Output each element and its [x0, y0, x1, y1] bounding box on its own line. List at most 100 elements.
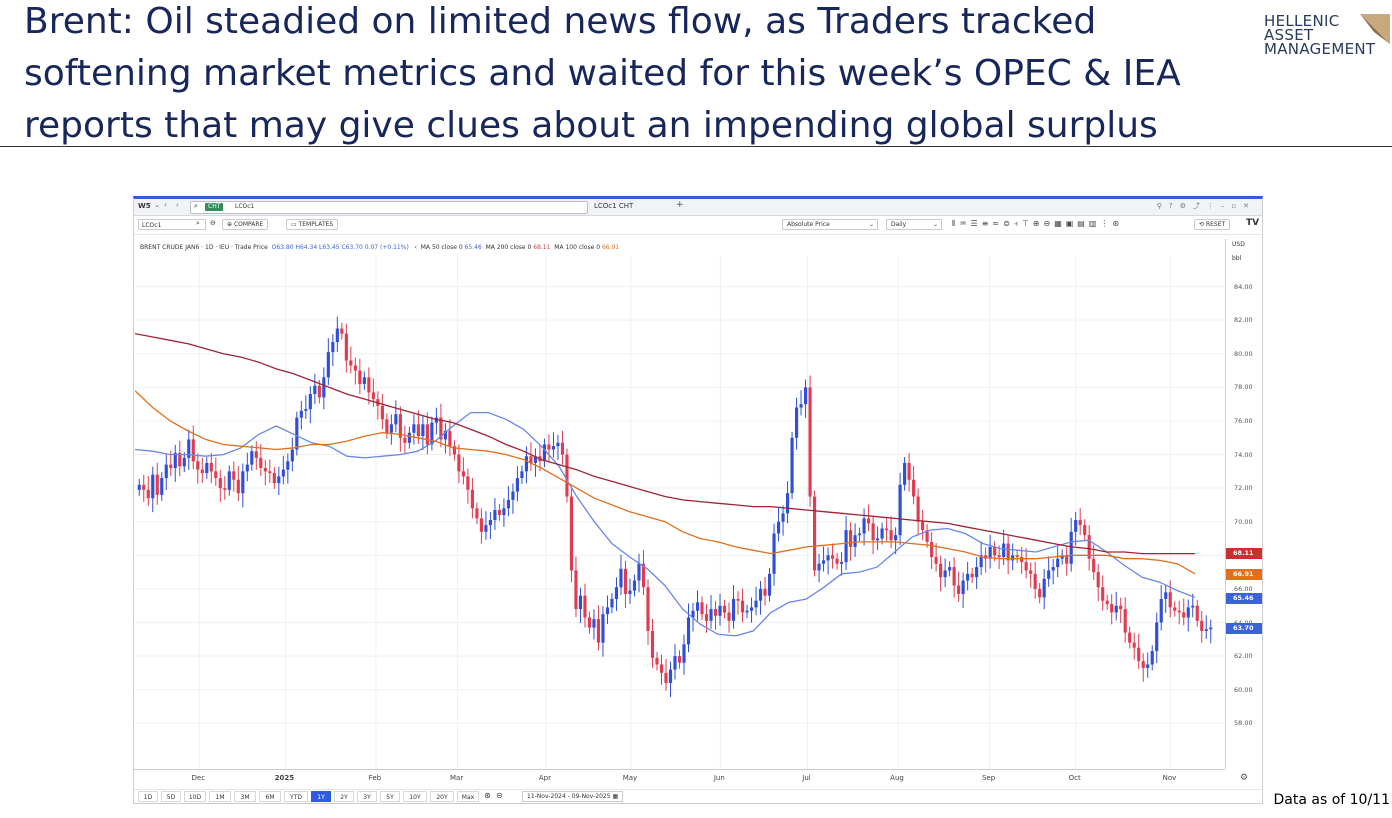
candle-body	[655, 657, 659, 665]
slide-title-line-1: Brent: Oil steadied on limited news flow…	[24, 1, 1097, 42]
candle-body	[880, 528, 884, 539]
candle-body	[583, 595, 587, 618]
range-button[interactable]: 5Y	[380, 791, 400, 802]
candle-body	[326, 352, 330, 378]
candle-body	[169, 464, 173, 468]
reset-label: RESET	[1205, 221, 1226, 228]
candle-body	[398, 414, 402, 438]
candle-body	[1105, 600, 1109, 605]
candle-body	[1168, 592, 1172, 608]
candle-body	[1164, 592, 1168, 599]
candle-body	[930, 541, 934, 558]
workspace-label[interactable]: W5	[138, 202, 151, 210]
forward-icon[interactable]: ›	[176, 201, 179, 209]
candle-body	[1011, 555, 1015, 561]
new-tab-icon[interactable]: +	[676, 200, 684, 210]
candle-body	[961, 580, 965, 594]
chart-legend: BRENT CRUDE JAN6 · 1D · IEU · Trade Pric…	[140, 244, 619, 251]
range-button[interactable]: 3Y	[357, 791, 377, 802]
candle-body	[295, 417, 299, 450]
chevron-down-icon[interactable]: ⌄	[154, 201, 160, 209]
range-button[interactable]: 6M	[259, 791, 281, 802]
candle-body	[1173, 607, 1177, 611]
range-selector: 11-Nov-2024 - 09-Nov-2025 ▦ 1D 5D 10D 1M 3M 6…	[134, 789, 1262, 803]
range-button[interactable]: 2Y	[334, 791, 354, 802]
candle-body	[466, 476, 470, 490]
search-icon[interactable]: ⌕	[196, 219, 200, 227]
range-button[interactable]: 1Y	[311, 791, 331, 802]
unit-label[interactable]: bbl	[1232, 255, 1242, 262]
range-button[interactable]: 20Y	[430, 791, 454, 802]
candle-body	[867, 518, 871, 524]
candle-body	[957, 585, 961, 594]
drawing-tools-icons[interactable]: ⫴♒☰≡≈⊜⫞⊤⊕⊖▦▣▤▥⋮⊛	[952, 219, 1124, 228]
candle-body	[718, 605, 722, 616]
range-button[interactable]: 10D	[184, 791, 206, 802]
candle-body	[925, 530, 929, 542]
price-chart-plot[interactable]	[135, 255, 1225, 769]
candle-body	[1087, 535, 1091, 559]
candle-body	[1159, 598, 1163, 623]
templates-button[interactable]: ▭ TEMPLATES	[286, 219, 339, 230]
range-button[interactable]: 1M	[209, 791, 231, 802]
settings-icon[interactable]: ⊖	[210, 219, 216, 227]
candle-body	[484, 525, 488, 532]
range-button[interactable]: YTD	[284, 791, 308, 802]
candle-body	[1119, 605, 1123, 610]
candle-body	[250, 451, 254, 465]
time-axis[interactable]: Dec 2025 Feb Mar Apr May Jun Jul Aug Sep Oct Nov	[134, 769, 1225, 788]
interval-value: Daily	[891, 221, 907, 228]
symbol-input[interactable]: LCOc1	[138, 219, 206, 230]
range-button[interactable]: 1D	[138, 791, 158, 802]
candle-body	[709, 609, 713, 621]
candle-body	[457, 454, 461, 472]
candle-body	[142, 484, 146, 490]
candle-body	[821, 560, 826, 564]
date-range-field[interactable]: 11-Nov-2024 - 09-Nov-2025 ▦	[522, 791, 624, 802]
window-controls[interactable]: ⚲?⚙⤴⋮–▫✕	[1156, 202, 1256, 210]
tab-lcoc1-cht[interactable]: LCOc1 CHT	[594, 202, 634, 210]
time-tick-label: Nov	[1162, 774, 1177, 782]
range-button[interactable]: 5D	[161, 791, 181, 802]
candle-body	[506, 499, 510, 509]
range-zoom-icon[interactable]: ⊝	[496, 791, 503, 800]
compare-button[interactable]: ⊕ COMPARE	[222, 219, 269, 230]
range-button[interactable]: 10Y	[403, 791, 427, 802]
candle-body	[1042, 578, 1046, 598]
candle-body	[1074, 520, 1078, 532]
reset-button[interactable]: ⟲ RESET	[1194, 219, 1231, 230]
price-tick-label: 74.00	[1234, 450, 1253, 459]
candle-body	[254, 451, 258, 458]
price-tick-label: 70.00	[1234, 517, 1253, 526]
address-bar[interactable]: ⌕ CHT LCOc1	[190, 201, 588, 214]
candle-body	[659, 664, 664, 673]
time-tick-label: Jun	[713, 774, 725, 782]
candle-body	[362, 377, 366, 385]
company-logo: HELLENIC ASSET MANAGEMENT	[1264, 14, 1392, 74]
candle-body	[601, 614, 605, 643]
price-tick-label: 78.00	[1234, 383, 1253, 392]
range-button[interactable]: Max	[457, 791, 479, 802]
price-type-select[interactable]: Absolute Price ⌄	[782, 219, 878, 230]
interval-select[interactable]: Daily ⌄	[886, 219, 942, 230]
candle-body	[713, 609, 718, 616]
candle-body	[1209, 627, 1213, 630]
candle-body	[894, 535, 898, 541]
candle-body	[182, 457, 186, 467]
candle-body	[952, 567, 956, 586]
back-icon[interactable]: ‹	[164, 201, 167, 209]
currency-label[interactable]: USD	[1232, 241, 1245, 248]
candle-body	[371, 392, 375, 400]
candle-body	[817, 563, 821, 571]
collapse-legend-icon[interactable]: ‹	[414, 244, 417, 251]
range-button[interactable]: 3M	[234, 791, 256, 802]
candle-body	[912, 479, 916, 497]
range-settings-icon[interactable]: ⊛	[484, 791, 491, 800]
candle-body	[677, 656, 682, 663]
price-axis[interactable]: USD bbl 84.00 82.00 80.00 78.00 76.00 74.00 72…	[1225, 239, 1262, 769]
candle-body	[353, 365, 357, 371]
time-tick-label: May	[622, 774, 638, 782]
axis-settings-icon[interactable]: ⚙	[1240, 773, 1249, 783]
slide-title-line-2: softening market metrics and waited for …	[24, 53, 1181, 94]
candle-body	[380, 405, 384, 420]
